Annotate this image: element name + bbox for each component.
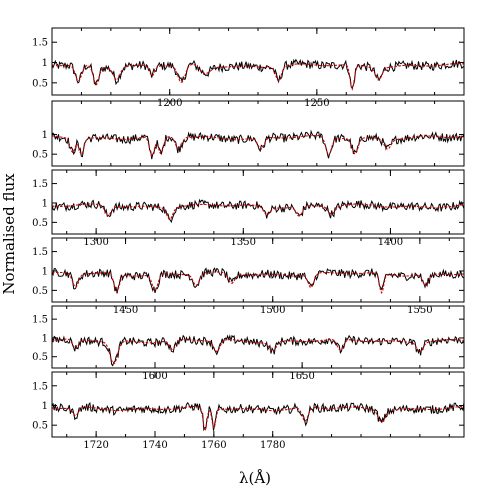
x-tick-label: 1300 (83, 237, 108, 248)
y-tick-label: 1.5 (32, 38, 48, 49)
panel-3: 0.5 1 1.5 1300 1350 1400 (32, 169, 465, 248)
x-tick-label: 1760 (201, 440, 226, 451)
y-tick-label: 0.5 (32, 352, 48, 363)
x-tick-label: 1350 (231, 237, 256, 248)
x-tick-label: 1780 (260, 440, 285, 451)
observed-spectrum-line (51, 334, 465, 367)
y-tick-label: 1.5 (32, 315, 48, 326)
y-tick-label: 0.5 (32, 421, 48, 432)
y-tick-label: 1 (42, 266, 48, 277)
x-tick-label: 1450 (113, 305, 138, 316)
panel-frame (51, 237, 465, 303)
panel-6: 0.5 1 1.5 1720 1740 1760 1780 (32, 371, 465, 451)
panel-frame (51, 100, 465, 167)
observed-spectrum-line (51, 401, 465, 432)
x-tick-label: 1740 (142, 440, 167, 451)
observed-spectrum-line (51, 58, 465, 89)
y-tick-label: 1 (42, 198, 48, 209)
panel-frame (51, 305, 465, 369)
model-spectrum-line (51, 203, 465, 220)
x-tick-label: 1650 (289, 371, 314, 382)
y-tick-label: 1 (42, 130, 48, 141)
observed-spectrum-line (51, 267, 465, 294)
y-axis-title: Normalised flux (0, 173, 18, 295)
panel-2: 0.51 (32, 100, 465, 167)
model-spectrum-line (51, 338, 465, 365)
y-tick-label: 0.5 (32, 150, 48, 161)
model-spectrum-line (51, 405, 464, 433)
x-tick-label: 1400 (378, 237, 403, 248)
x-tick-label: 1550 (407, 305, 432, 316)
panel-frame (51, 169, 465, 235)
x-axis-title: λ(Å) (239, 469, 271, 487)
x-tick-label: 1500 (260, 305, 285, 316)
y-tick-label: 0.5 (32, 218, 48, 229)
y-tick-label: 1 (42, 333, 48, 344)
model-spectrum-line (51, 63, 465, 91)
observed-spectrum-line (51, 198, 465, 224)
y-tick-label: 1.5 (32, 381, 48, 392)
panel-frame (51, 371, 465, 438)
model-spectrum-line (51, 134, 465, 157)
panel-4: 0.5 1 1.5 1450 1500 1550 (32, 237, 465, 316)
y-tick-label: 1.5 (32, 247, 48, 258)
y-tick-label: 0.5 (32, 78, 48, 89)
y-tick-label: 1 (42, 401, 48, 412)
y-tick-label: 1 (42, 58, 48, 69)
model-spectrum-line (51, 271, 465, 295)
panel-frame (51, 27, 465, 96)
y-tick-label: 1.5 (32, 179, 48, 190)
x-tick-label: 1720 (83, 440, 108, 451)
y-tick-label: 0.5 (32, 286, 48, 297)
